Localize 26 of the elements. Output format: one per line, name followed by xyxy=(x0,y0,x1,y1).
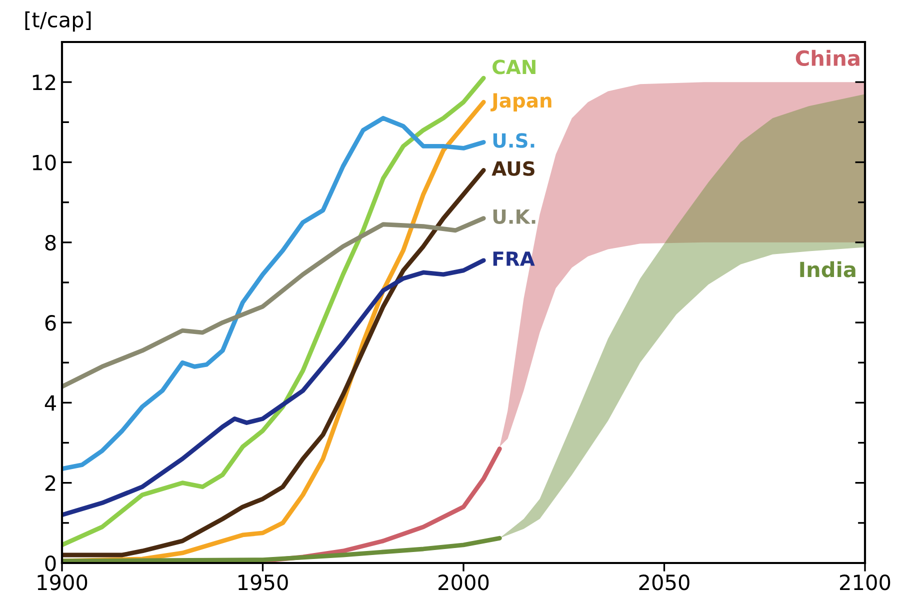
x-tick-label: 2050 xyxy=(639,574,690,590)
series-label: CAN xyxy=(492,60,536,74)
series-label: FRA xyxy=(493,252,535,266)
line-series xyxy=(62,116,486,472)
text: China xyxy=(796,50,860,66)
y-axis-title: [t/cap] xyxy=(25,11,91,32)
line-series xyxy=(62,536,502,563)
y-tick-label: 12 xyxy=(32,74,56,90)
y-tick-label: 0 xyxy=(45,555,56,572)
line-series xyxy=(62,216,486,389)
text: India xyxy=(800,261,856,278)
x-tick-label: 1900 xyxy=(38,574,88,590)
series-label: U.S. xyxy=(493,133,534,148)
y-tick-label: 10 xyxy=(32,154,56,170)
y-tick-label: 6 xyxy=(45,314,56,331)
line-series xyxy=(62,168,486,558)
series-label: U.K. xyxy=(493,210,536,224)
x-tick-label: 2000 xyxy=(438,574,489,590)
line-series xyxy=(62,258,486,518)
y-tick-label: 8 xyxy=(45,234,56,251)
series-label: Japan xyxy=(490,93,552,112)
x-tick-label: 1950 xyxy=(238,574,288,590)
y-tick-label: 2 xyxy=(45,475,56,491)
series-label: AUS xyxy=(492,161,534,176)
y-tick-label: 4 xyxy=(44,395,56,411)
x-tick-label: 2100 xyxy=(840,574,890,590)
